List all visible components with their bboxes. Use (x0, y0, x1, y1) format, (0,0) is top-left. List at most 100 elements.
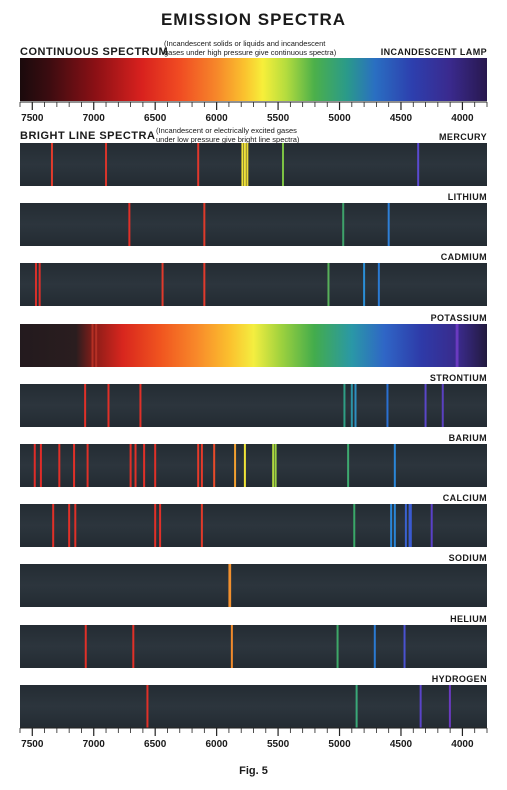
emission-line (243, 143, 246, 186)
emission-line (430, 504, 433, 547)
emission-line (386, 384, 389, 427)
emission-line (95, 324, 98, 367)
spectrum-strip-hydrogen (20, 685, 487, 728)
scale-tick-label: 6500 (144, 739, 167, 750)
spectrum-label-barium: BARIUM (448, 433, 487, 443)
continuous-spectrum-label: CONTINUOUS SPECTRUM (20, 46, 169, 58)
spectrum-strip-mercury (20, 143, 487, 186)
emission-line (154, 444, 157, 487)
scale-tick-label: 4000 (451, 739, 474, 750)
emission-line (203, 263, 206, 306)
scale-tick-label: 5500 (267, 113, 290, 124)
emission-line (424, 384, 427, 427)
emission-line (129, 444, 132, 487)
spectrum-lines-strontium (84, 384, 444, 427)
scale-tick-label: 5500 (267, 739, 290, 750)
spectrum-label-mercury: MERCURY (439, 132, 487, 142)
spectrum-label-strontium: STRONTIUM (429, 373, 487, 383)
emission-line (128, 203, 131, 246)
spectrum-strip-sodium (20, 564, 487, 607)
emission-line (327, 263, 330, 306)
emission-line (229, 564, 232, 607)
emission-line (91, 324, 94, 367)
emission-line (354, 384, 357, 427)
emission-line (197, 444, 200, 487)
spectrum-lines-helium (84, 625, 406, 668)
emission-line (336, 625, 339, 668)
spectrum-strip-helium (20, 625, 487, 668)
emission-line (200, 444, 203, 487)
scale-tick-label: 4500 (390, 739, 413, 750)
spectrum-label-hydrogen: HYDROGEN (431, 674, 487, 684)
emission-line (404, 504, 407, 547)
scale-tick-label: 7000 (83, 739, 106, 750)
emission-line (200, 504, 203, 547)
continuous-spectrum-strip (20, 58, 487, 101)
emission-line (73, 444, 76, 487)
emission-line (390, 504, 393, 547)
scale-tick-label: 6000 (206, 739, 229, 750)
emission-line (74, 504, 77, 547)
emission-line (33, 444, 36, 487)
emission-line (241, 143, 244, 186)
emission-line (363, 263, 366, 306)
figure-caption: Fig. 5 (239, 765, 268, 777)
emission-line (197, 143, 200, 186)
emission-line (272, 444, 275, 487)
emission-line (105, 143, 108, 186)
emission-line (38, 263, 41, 306)
emission-line (39, 444, 42, 487)
emission-line (146, 685, 149, 728)
emission-line (343, 384, 346, 427)
emission-line (143, 444, 146, 487)
spectrum-strip-potassium (20, 324, 487, 367)
spectrum-lines-barium (33, 444, 396, 487)
emission-line (274, 444, 277, 487)
emission-line (342, 203, 345, 246)
spectrum-strip-strontium (20, 384, 487, 427)
scale-tick-label: 6000 (206, 113, 229, 124)
emission-line (246, 143, 249, 186)
emission-line (50, 143, 53, 186)
spectrum-lines-hydrogen (146, 685, 451, 728)
emission-line (417, 143, 420, 186)
wavelength-scale-top: 7500 7000 6500 6000 5500 5000 4500 4000 (19, 101, 488, 124)
emission-line (408, 504, 411, 547)
emission-line (58, 444, 61, 487)
scale-tick-label: 5000 (328, 113, 351, 124)
emission-line (347, 444, 350, 487)
spectrum-label-cadmium: CADMIUM (440, 252, 487, 262)
emission-line (213, 444, 216, 487)
scale-tick-label: 4000 (451, 113, 474, 124)
wavelength-scale-bottom: 7500 7000 6500 6000 5500 5000 4500 4000 (19, 727, 488, 750)
emission-line (441, 384, 444, 427)
emission-line (350, 384, 353, 427)
spectrum-strip-lithium (20, 203, 487, 246)
emission-line (353, 504, 356, 547)
emission-line (84, 384, 87, 427)
emission-line (68, 504, 71, 547)
emission-line (243, 444, 246, 487)
emission-line (154, 504, 157, 547)
spectrum-lines-mercury (50, 143, 420, 186)
scale-tick-label: 6500 (144, 113, 167, 124)
spectrum-strip-cadmium (20, 263, 487, 306)
emission-line (84, 625, 87, 668)
emission-line (373, 625, 376, 668)
emission-line (355, 685, 358, 728)
emission-line (409, 504, 412, 547)
emission-line (161, 263, 164, 306)
scale-tick-label: 7000 (83, 113, 106, 124)
scale-tick-label: 7500 (21, 113, 44, 124)
wavelength-scale-top-svg: 7500 7000 6500 6000 5500 5000 4500 4000 (19, 101, 488, 124)
spectrum-label-helium: HELIUM (450, 614, 487, 624)
spectrum-label-potassium: POTASSIUM (430, 313, 487, 323)
spectrum-lines-potassium (91, 324, 459, 367)
emission-line (86, 444, 89, 487)
emission-line (134, 444, 137, 487)
emission-line (393, 444, 396, 487)
emission-line (403, 625, 406, 668)
emission-line (393, 504, 396, 547)
spectrum-lines-cadmium (34, 263, 380, 306)
emission-line (52, 504, 55, 547)
